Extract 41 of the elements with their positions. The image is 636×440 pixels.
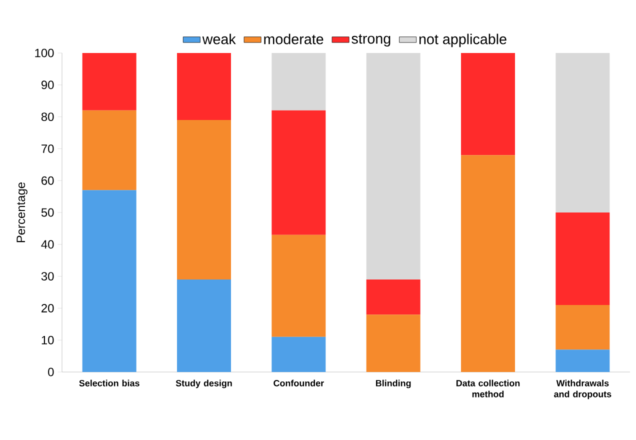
bar (556, 305, 610, 350)
legend-label: weak (202, 34, 236, 44)
bar (82, 110, 136, 190)
x-tick-label: Selection bias (79, 380, 140, 386)
y-tick-label: 20 (42, 304, 54, 312)
bar (556, 212, 610, 306)
bar (82, 52, 136, 110)
y-tick-label: 70 (42, 144, 54, 153)
y-tick-label: 80 (41, 112, 54, 122)
bar (366, 279, 420, 315)
bar (461, 52, 516, 156)
bar (556, 52, 610, 212)
y-tick-label: 30 (41, 272, 54, 281)
legend-label: not applicable (419, 34, 506, 48)
bar (556, 350, 610, 372)
x-tick-label: Data collection method (456, 380, 520, 398)
y-tick-label: 50 (41, 208, 54, 217)
bar (177, 120, 231, 280)
legend-label: moderate (264, 34, 324, 44)
bar (366, 314, 420, 372)
bar (272, 234, 326, 337)
y-tick-label: 0 (48, 368, 54, 376)
bar (461, 155, 516, 372)
x-tick-label: Confounder (274, 380, 324, 386)
legend-label: strong (352, 34, 390, 47)
bar (82, 190, 136, 372)
bar (366, 52, 420, 280)
y-tick-label: 90 (41, 80, 54, 90)
x-tick-label: Study design (176, 380, 232, 388)
bar (177, 279, 231, 372)
bar (272, 336, 326, 372)
y-axis-title: Percentage (16, 182, 28, 242)
y-tick-label: 10 (42, 336, 54, 344)
bar (272, 52, 326, 110)
x-tick-label: Blinding (376, 380, 411, 388)
y-tick-label: 100 (35, 48, 54, 58)
x-tick-label: Withdrawals and dropouts (554, 380, 612, 400)
bar (177, 52, 231, 120)
y-tick-label: 40 (41, 240, 54, 249)
y-tick-label: 60 (42, 176, 54, 185)
bar (272, 110, 326, 235)
